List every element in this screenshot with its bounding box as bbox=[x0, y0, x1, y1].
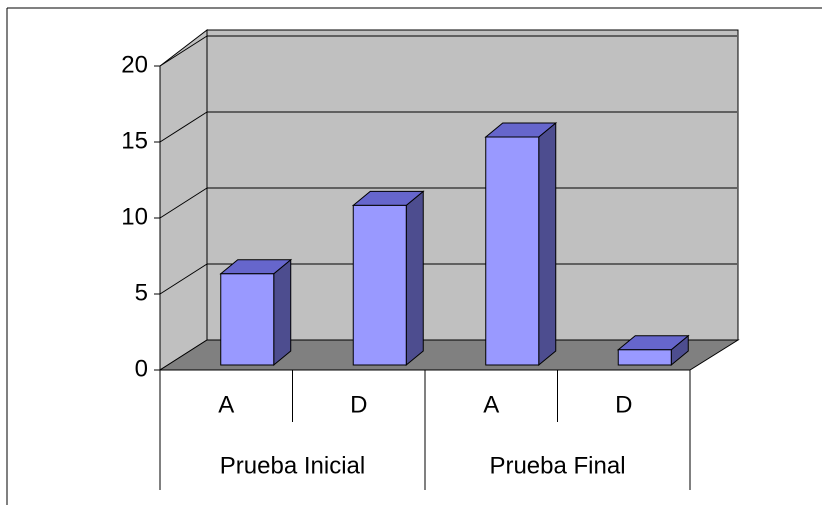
floor bbox=[158, 339, 740, 371]
y-tick-label: 5 bbox=[135, 279, 148, 306]
bar bbox=[220, 273, 275, 366]
x-tick-label: A bbox=[218, 391, 234, 418]
bar-side bbox=[538, 121, 557, 367]
group-label: Prueba Final bbox=[489, 452, 625, 479]
y-tick-label: 10 bbox=[121, 203, 148, 230]
bar bbox=[485, 136, 540, 366]
x-tick-label: D bbox=[350, 391, 367, 418]
y-tick-label: 0 bbox=[135, 355, 148, 382]
grid-line bbox=[159, 187, 208, 219]
y-tick-label: 20 bbox=[121, 51, 148, 78]
x-tick-label: A bbox=[483, 391, 499, 418]
bar bbox=[617, 349, 672, 366]
grid-line bbox=[159, 111, 208, 143]
bar bbox=[352, 204, 407, 366]
side-wall bbox=[159, 28, 208, 371]
grid-line bbox=[159, 263, 208, 295]
grid-line bbox=[159, 35, 208, 67]
bar-side bbox=[273, 258, 292, 367]
group-label: Prueba Inicial bbox=[220, 452, 365, 479]
bar-side bbox=[405, 190, 424, 367]
y-tick-label: 15 bbox=[121, 127, 148, 154]
x-tick-label: D bbox=[615, 391, 632, 418]
